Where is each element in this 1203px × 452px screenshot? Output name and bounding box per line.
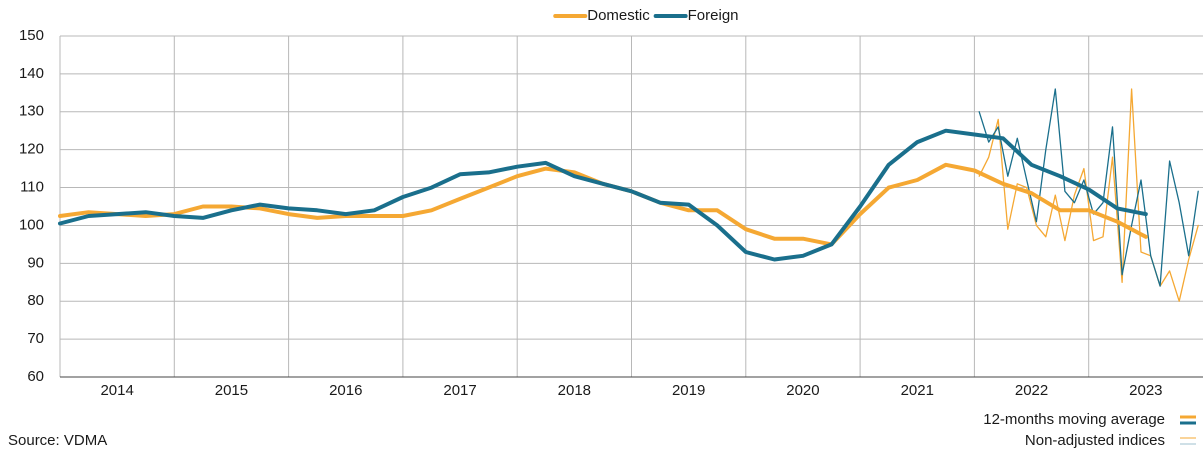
y-tick-label: 150 bbox=[19, 27, 44, 44]
x-tick-label: 2022 bbox=[1015, 382, 1048, 399]
series-line bbox=[58, 128, 1148, 262]
x-tick-label: 2023 bbox=[1129, 382, 1162, 399]
source: Source: VDMA bbox=[8, 432, 107, 449]
y-tick-label: 140 bbox=[19, 65, 44, 82]
x-tick-label: 2014 bbox=[100, 382, 133, 399]
x-tick-label: 2017 bbox=[443, 382, 476, 399]
raw-line bbox=[978, 88, 1199, 287]
y-tick-label: 110 bbox=[20, 179, 44, 196]
y-tick-label: 80 bbox=[27, 292, 44, 309]
x-tick-label: 2020 bbox=[786, 382, 819, 399]
y-tick-label: 70 bbox=[27, 330, 44, 347]
y-tick-label: 120 bbox=[19, 141, 44, 158]
note: 12-months moving average bbox=[983, 411, 1165, 428]
legend-label: Foreign bbox=[688, 7, 739, 24]
note: Non-adjusted indices bbox=[1025, 432, 1165, 449]
note-icon bbox=[1180, 415, 1196, 445]
x-tick-label: 2018 bbox=[558, 382, 591, 399]
x-tick-label: 2019 bbox=[672, 382, 705, 399]
x-tick-label: 2016 bbox=[329, 382, 362, 399]
y-tick-label: 60 bbox=[27, 368, 44, 385]
y-tick-label: 130 bbox=[19, 103, 44, 120]
y-tick-label: 90 bbox=[27, 254, 44, 271]
x-tick-label: 2021 bbox=[901, 382, 934, 399]
legend-label: Domestic bbox=[587, 7, 650, 24]
series-line bbox=[58, 162, 1148, 247]
y-tick-label: 100 bbox=[19, 216, 44, 233]
x-tick-label: 2015 bbox=[215, 382, 248, 399]
raw-line bbox=[978, 88, 1199, 302]
